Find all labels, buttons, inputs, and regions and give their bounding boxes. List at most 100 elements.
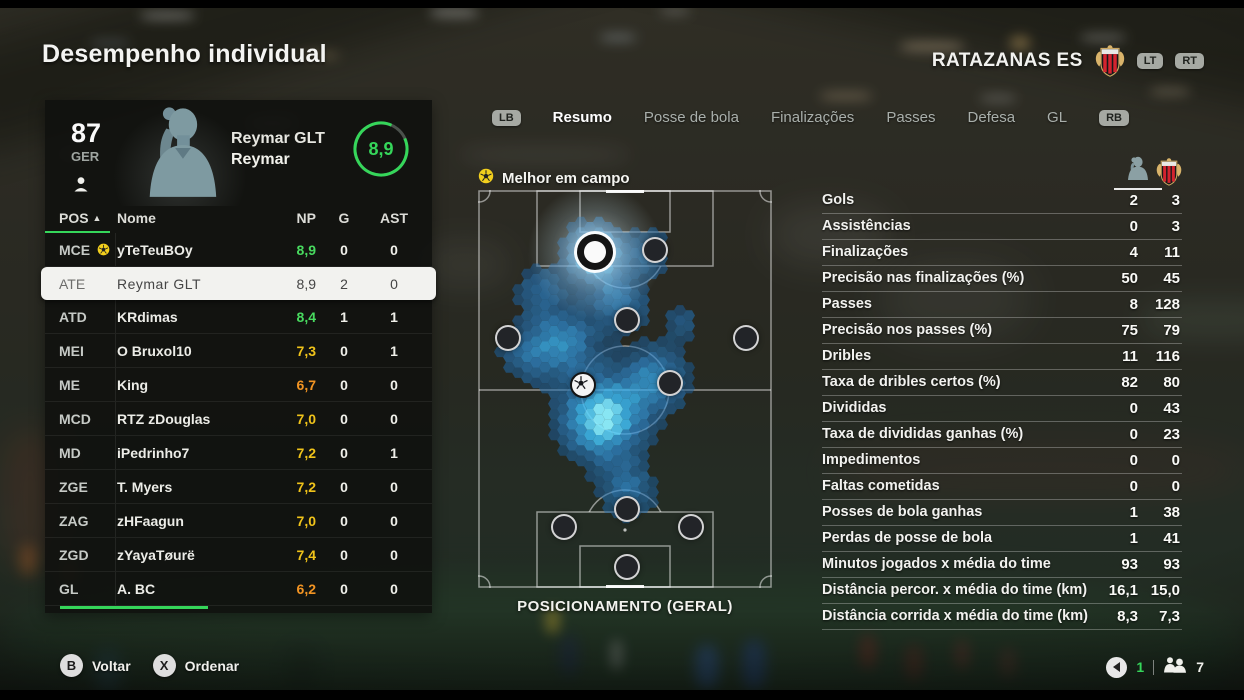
stat-player-value: 82	[1121, 374, 1138, 391]
stat-label: Taxa de divididas ganhas (%)	[822, 426, 1024, 442]
column-name[interactable]: Nome	[117, 210, 156, 226]
back-action[interactable]: B Voltar	[60, 654, 131, 677]
list-scroll-indicator[interactable]	[60, 606, 208, 609]
row-match-rating: 7,4	[296, 546, 316, 563]
selected-player-dot	[584, 241, 606, 263]
column-pos[interactable]: POS ▲	[59, 210, 102, 226]
tab-resumo[interactable]: Resumo	[552, 109, 612, 126]
stat-player-value: 16,1	[1108, 582, 1138, 599]
stat-player-value: 0	[1129, 426, 1138, 443]
row-goals: 0	[340, 241, 348, 258]
row-assists: 0	[390, 580, 398, 597]
letterbox-top	[0, 0, 1244, 8]
stat-player-value: 0	[1129, 218, 1138, 235]
column-goals[interactable]: G	[338, 210, 350, 226]
stat-row: Divididas 0 43	[822, 396, 1182, 422]
lt-button[interactable]: LT	[1136, 52, 1164, 69]
row-goals: 0	[340, 512, 348, 529]
table-row[interactable]: ATE Reymar GLT 8,9 2 0	[41, 267, 436, 300]
table-row[interactable]: ATD KRdimas 8,4 1 1	[45, 300, 432, 334]
stat-row: Faltas cometidas 0 0	[822, 474, 1182, 500]
heatmap	[494, 216, 695, 524]
tab-defesa[interactable]: Defesa	[967, 109, 1016, 126]
positioning-pitch	[478, 182, 772, 588]
sort-arrow-icon: ▲	[92, 213, 102, 223]
stat-label: Precisão nos passes (%)	[822, 322, 993, 338]
column-assists[interactable]: AST	[380, 210, 408, 226]
table-row[interactable]: ZAG zHFaagun 7,0 0 0	[45, 504, 432, 538]
player-column-icon[interactable]	[1124, 154, 1150, 185]
row-match-rating: 6,2	[296, 580, 316, 597]
player-dot	[551, 514, 577, 540]
rb-button[interactable]: RB	[1099, 109, 1129, 126]
row-match-rating: 7,2	[296, 478, 316, 495]
row-position: MCE	[59, 242, 117, 258]
row-player-name: zYayaTøurë	[117, 546, 195, 563]
voice-count: 1	[1136, 659, 1145, 675]
table-row[interactable]: ZGE T. Myers 7,2 0 0	[45, 470, 432, 504]
table-row[interactable]: GL A. BC 6,2 0 0	[45, 572, 432, 606]
row-assists: 0	[390, 512, 398, 529]
table-row[interactable]: ZGD zYayaTøurë 7,4 0 0	[45, 538, 432, 572]
table-row[interactable]: ME King 6,7 0 0	[45, 368, 432, 402]
lb-button[interactable]: LB	[492, 109, 521, 126]
table-row[interactable]: MD iPedrinho7 7,2 0 1	[45, 436, 432, 470]
sort-action[interactable]: X Ordenar	[152, 654, 240, 677]
tab-list: Resumo Posse de bola Finalizações Passes Def…	[553, 109, 1067, 126]
stat-label: Faltas cometidas	[822, 478, 940, 494]
stat-team-value: 3	[1171, 192, 1180, 209]
player-names: Reymar GLT Reymar	[231, 130, 325, 169]
row-assists: 0	[390, 546, 398, 563]
player-dot	[657, 370, 683, 396]
row-match-rating: 6,7	[296, 376, 316, 393]
row-player-name: zHFaagun	[117, 512, 184, 529]
stat-player-value: 0	[1129, 478, 1138, 495]
row-player-name: King	[117, 376, 149, 393]
player-dot	[733, 325, 759, 351]
stat-row: Precisão nas finalizações (%) 50 45	[822, 266, 1182, 292]
table-row[interactable]: MEI O Bruxol10 7,3 0 1	[45, 334, 432, 368]
stat-row: Minutos jogados x média do time 93 93	[822, 552, 1182, 578]
row-assists: 0	[390, 478, 398, 495]
player-dot	[614, 307, 640, 333]
motm-text: Melhor em campo	[502, 169, 630, 187]
stat-label: Distância percor. x média do time (km)	[822, 582, 1088, 598]
stat-label: Precisão nas finalizações (%)	[822, 270, 1025, 286]
tab-finalizac-o-es[interactable]: Finalizações	[770, 109, 855, 126]
row-player-name: A. BC	[117, 580, 156, 597]
row-assists: 1	[390, 444, 398, 461]
row-position: ME	[59, 376, 80, 393]
stat-team-value: 116	[1155, 348, 1180, 365]
back-label: Voltar	[92, 657, 131, 674]
stat-label: Assistências	[822, 218, 911, 234]
sort-label: Ordenar	[184, 657, 240, 674]
stat-row: Dribles 11 116	[822, 344, 1182, 370]
stat-team-value: 0	[1171, 478, 1180, 495]
motm-label: Melhor em campo	[478, 168, 630, 188]
row-position: ATD	[59, 308, 87, 325]
tab-passes[interactable]: Passes	[886, 109, 936, 126]
tab-posse-de-bola[interactable]: Posse de bola	[643, 109, 739, 126]
stat-player-value: 0	[1129, 452, 1138, 469]
team-column-crest[interactable]	[1156, 157, 1182, 186]
row-match-rating: 8,9	[296, 275, 316, 292]
row-position: MD	[59, 444, 81, 461]
stat-team-value: 43	[1163, 400, 1180, 417]
stat-player-value: 75	[1121, 322, 1138, 339]
row-goals: 2	[340, 275, 348, 292]
b-button-icon[interactable]: B	[60, 654, 83, 677]
row-assists: 1	[390, 308, 398, 325]
stats-tabs: LB Resumo Posse de bola Finalizações Passes…	[492, 109, 1129, 126]
column-np[interactable]: NP	[296, 210, 316, 226]
rt-button[interactable]: RT	[1175, 52, 1204, 69]
tab-gl[interactable]: GL	[1047, 109, 1068, 126]
footer-bar: B Voltar X Ordenar 1 7	[0, 654, 1244, 686]
x-button-icon[interactable]: X	[152, 654, 176, 677]
stat-label: Posses de bola ganhas	[822, 504, 983, 520]
stats-rows: Gols 2 3 Assistências 0 3 Finalizações 4 11 Preci…	[822, 188, 1182, 630]
table-row[interactable]: MCD RTZ zDouglas 7,0 0 0	[45, 402, 432, 436]
stat-player-value: 11	[1122, 348, 1138, 365]
row-match-rating: 7,2	[296, 444, 316, 461]
stat-row: Impedimentos 0 0	[822, 448, 1182, 474]
table-row[interactable]: MCE yTeTeuBOy 8,9 0 0	[45, 233, 432, 267]
